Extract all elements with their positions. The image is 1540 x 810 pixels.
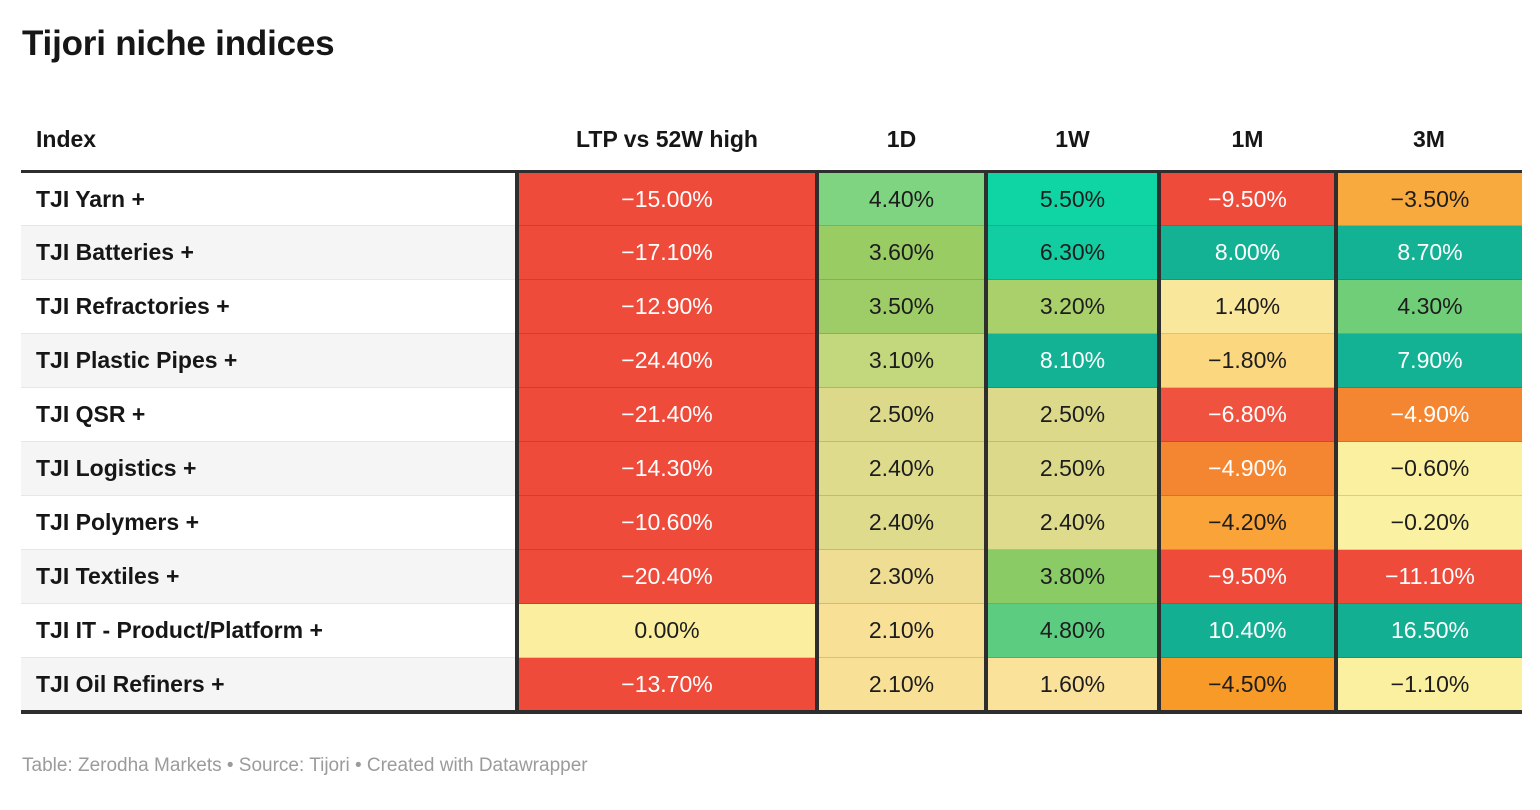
table-row: TJI Logistics + −14.30% 2.40% 2.50% −4.90% −0… (21, 441, 1522, 496)
value-cell-1m: 10.40% (1157, 603, 1336, 658)
value-cell-1w: 6.30% (984, 225, 1159, 280)
value-cell-1d: 3.10% (815, 333, 986, 388)
column-header-3m: 3M (1336, 64, 1522, 174)
value-cell-1w: 1.60% (984, 657, 1159, 714)
value-cell-ltp-vs-52w-high: −13.70% (515, 657, 817, 714)
table-row: TJI Refractories + −12.90% 3.50% 3.20% 1.40%… (21, 279, 1522, 334)
value-cell-1w: 5.50% (984, 171, 1159, 226)
value-cell-1d: 3.50% (815, 279, 986, 334)
index-name-cell[interactable]: TJI Textiles + (21, 549, 517, 604)
value-cell-1w: 3.20% (984, 279, 1159, 334)
value-cell-ltp-vs-52w-high: −12.90% (515, 279, 817, 334)
value-cell-1m: 1.40% (1157, 279, 1336, 334)
value-cell-3m: −11.10% (1334, 549, 1522, 604)
index-name-cell[interactable]: TJI Oil Refiners + (21, 657, 517, 714)
value-cell-1w: 2.50% (984, 441, 1159, 496)
value-cell-3m: −1.10% (1334, 657, 1522, 714)
value-cell-1w: 2.50% (984, 387, 1159, 442)
value-cell-1d: 2.30% (815, 549, 986, 604)
value-cell-1m: −4.20% (1157, 495, 1336, 550)
value-cell-ltp-vs-52w-high: 0.00% (515, 603, 817, 658)
column-header-1d: 1D (817, 64, 986, 174)
table-row: TJI Oil Refiners + −13.70% 2.10% 1.60% −4.50… (21, 657, 1522, 714)
value-cell-1m: −9.50% (1157, 171, 1336, 226)
page-title: Tijori niche indices (22, 24, 335, 63)
value-cell-1d: 2.10% (815, 657, 986, 714)
column-header-1m: 1M (1159, 64, 1336, 174)
table-row: TJI Yarn + −15.00% 4.40% 5.50% −9.50% −3.50% (21, 171, 1522, 226)
value-cell-1m: −6.80% (1157, 387, 1336, 442)
value-cell-1w: 4.80% (984, 603, 1159, 658)
footer-attribution: Table: Zerodha Markets • Source: Tijori … (22, 754, 588, 776)
value-cell-ltp-vs-52w-high: −21.40% (515, 387, 817, 442)
index-name-cell[interactable]: TJI Polymers + (21, 495, 517, 550)
value-cell-1d: 4.40% (815, 171, 986, 226)
table-row: TJI Textiles + −20.40% 2.30% 3.80% −9.50% −11… (21, 549, 1522, 604)
value-cell-ltp-vs-52w-high: −24.40% (515, 333, 817, 388)
value-cell-1m: −1.80% (1157, 333, 1336, 388)
value-cell-1m: −9.50% (1157, 549, 1336, 604)
value-cell-1d: 2.40% (815, 441, 986, 496)
value-cell-3m: −3.50% (1334, 171, 1522, 226)
column-header-1w: 1W (986, 64, 1159, 174)
value-cell-ltp-vs-52w-high: −20.40% (515, 549, 817, 604)
indices-table: Index LTP vs 52W high 1D 1W 1M 3M TJI Yarn + −… (21, 64, 1522, 714)
header-row: Index LTP vs 52W high 1D 1W 1M 3M (21, 64, 1522, 174)
column-header-index: Index (21, 64, 517, 174)
value-cell-1d: 2.50% (815, 387, 986, 442)
value-cell-1w: 8.10% (984, 333, 1159, 388)
table-row: TJI Polymers + −10.60% 2.40% 2.40% −4.20% −0.… (21, 495, 1522, 550)
value-cell-3m: 8.70% (1334, 225, 1522, 280)
index-name-cell[interactable]: TJI Plastic Pipes + (21, 333, 517, 388)
table-row: TJI Batteries + −17.10% 3.60% 6.30% 8.00% 8.7… (21, 225, 1522, 280)
value-cell-1d: 2.40% (815, 495, 986, 550)
value-cell-3m: 7.90% (1334, 333, 1522, 388)
index-name-cell[interactable]: TJI QSR + (21, 387, 517, 442)
value-cell-3m: −0.60% (1334, 441, 1522, 496)
value-cell-1m: 8.00% (1157, 225, 1336, 280)
value-cell-1m: −4.90% (1157, 441, 1336, 496)
value-cell-3m: −0.20% (1334, 495, 1522, 550)
table-row: TJI Plastic Pipes + −24.40% 3.10% 8.10% −1.8… (21, 333, 1522, 388)
value-cell-1w: 2.40% (984, 495, 1159, 550)
value-cell-ltp-vs-52w-high: −10.60% (515, 495, 817, 550)
index-name-cell[interactable]: TJI IT - Product/Platform + (21, 603, 517, 658)
value-cell-3m: −4.90% (1334, 387, 1522, 442)
table-body: TJI Yarn + −15.00% 4.40% 5.50% −9.50% −3.50% T… (21, 171, 1522, 714)
index-name-cell[interactable]: TJI Refractories + (21, 279, 517, 334)
value-cell-ltp-vs-52w-high: −14.30% (515, 441, 817, 496)
column-header-ltp-vs-52w-high: LTP vs 52W high (517, 64, 817, 174)
value-cell-ltp-vs-52w-high: −17.10% (515, 225, 817, 280)
table-row: TJI IT - Product/Platform +0.00% 2.10% 4.8… (21, 603, 1522, 658)
value-cell-3m: 4.30% (1334, 279, 1522, 334)
value-cell-ltp-vs-52w-high: −15.00% (515, 171, 817, 226)
value-cell-1m: −4.50% (1157, 657, 1336, 714)
value-cell-1d: 3.60% (815, 225, 986, 280)
index-name-cell[interactable]: TJI Logistics + (21, 441, 517, 496)
value-cell-1w: 3.80% (984, 549, 1159, 604)
table-row: TJI QSR + −21.40% 2.50% 2.50% −6.80% −4.90% (21, 387, 1522, 442)
index-name-cell[interactable]: TJI Batteries + (21, 225, 517, 280)
value-cell-1d: 2.10% (815, 603, 986, 658)
index-name-cell[interactable]: TJI Yarn + (21, 171, 517, 226)
value-cell-3m: 16.50% (1334, 603, 1522, 658)
